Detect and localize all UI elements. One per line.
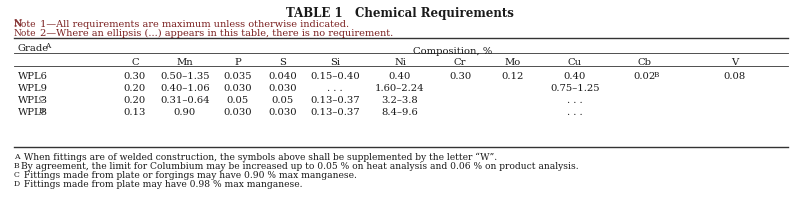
- Text: 0.030: 0.030: [223, 84, 252, 93]
- Text: 0.05: 0.05: [226, 96, 249, 104]
- Text: WPL6: WPL6: [18, 72, 48, 81]
- Text: Mn: Mn: [177, 58, 194, 67]
- Text: Fittings made from plate may have 0.98 % max manganese.: Fittings made from plate may have 0.98 %…: [21, 179, 302, 188]
- Text: 0.08: 0.08: [724, 72, 746, 81]
- Text: 1.60–2.24: 1.60–2.24: [375, 84, 425, 93]
- Text: 3.2–3.8: 3.2–3.8: [382, 96, 418, 104]
- Text: Mo: Mo: [504, 58, 521, 67]
- Text: 1—All requirements are maximum unless otherwise indicated.: 1—All requirements are maximum unless ot…: [37, 20, 349, 29]
- Text: B: B: [14, 161, 20, 169]
- Text: 2—Where an ellipsis (...) appears in this table, there is no requirement.: 2—Where an ellipsis (...) appears in thi…: [37, 29, 394, 38]
- Text: 0.030: 0.030: [223, 107, 252, 116]
- Text: TABLE 1   Chemical Requirements: TABLE 1 Chemical Requirements: [286, 7, 514, 20]
- Text: . . .: . . .: [327, 84, 343, 93]
- Text: . . .: . . .: [567, 107, 583, 116]
- Text: 0.30: 0.30: [124, 72, 146, 81]
- Text: Note: Note: [14, 20, 37, 29]
- Text: 0.90: 0.90: [174, 107, 196, 116]
- Text: Composition, %: Composition, %: [413, 47, 492, 56]
- Text: Cb: Cb: [638, 58, 652, 67]
- Text: 0.31–0.64: 0.31–0.64: [160, 96, 210, 104]
- Text: 0.13–0.37: 0.13–0.37: [310, 96, 360, 104]
- Text: Fittings made from plate or forgings may have 0.90 % max manganese.: Fittings made from plate or forgings may…: [21, 170, 357, 179]
- Text: C: C: [14, 170, 20, 178]
- Text: 8.4–9.6: 8.4–9.6: [382, 107, 418, 116]
- Text: N: N: [14, 19, 22, 28]
- Text: 0.035: 0.035: [223, 72, 252, 81]
- Text: 0.040: 0.040: [268, 72, 297, 81]
- Text: 0.12: 0.12: [502, 72, 524, 81]
- Text: S: S: [279, 58, 286, 67]
- Text: Si: Si: [330, 58, 340, 67]
- Text: C: C: [131, 58, 139, 67]
- Text: 0.05: 0.05: [271, 96, 294, 104]
- Text: 0.13–0.37: 0.13–0.37: [310, 107, 360, 116]
- Text: When fittings are of welded construction, the symbols above shall be supplemente: When fittings are of welded construction…: [21, 152, 497, 162]
- Text: 0.75–1.25: 0.75–1.25: [550, 84, 600, 93]
- Text: WPL3: WPL3: [18, 96, 48, 104]
- Text: A: A: [45, 42, 50, 50]
- Text: 0.40–1.06: 0.40–1.06: [160, 84, 210, 93]
- Text: B: B: [654, 71, 659, 79]
- Text: 0.50–1.35: 0.50–1.35: [160, 72, 210, 81]
- Text: WPL9: WPL9: [18, 84, 48, 93]
- Text: 0.15–0.40: 0.15–0.40: [310, 72, 360, 81]
- Text: D: D: [38, 106, 45, 115]
- Text: 0.030: 0.030: [268, 107, 297, 116]
- Text: Ni: Ni: [394, 58, 406, 67]
- Text: 0.030: 0.030: [268, 84, 297, 93]
- Text: 0.20: 0.20: [124, 96, 146, 104]
- Text: D: D: [14, 179, 20, 187]
- Text: Cr: Cr: [454, 58, 466, 67]
- Text: 0.20: 0.20: [124, 84, 146, 93]
- Text: 0.40: 0.40: [389, 72, 411, 81]
- Text: 0.02: 0.02: [634, 72, 656, 81]
- Text: V: V: [731, 58, 738, 67]
- Text: Cu: Cu: [568, 58, 582, 67]
- Text: 0.40: 0.40: [564, 72, 586, 81]
- Text: By agreement, the limit for Columbium may be increased up to 0.05 % on heat anal: By agreement, the limit for Columbium ma…: [21, 161, 578, 170]
- Text: C: C: [38, 95, 44, 102]
- Text: WPL8: WPL8: [18, 107, 48, 116]
- Text: P: P: [234, 58, 241, 67]
- Text: 0.30: 0.30: [449, 72, 471, 81]
- Text: Note: Note: [14, 29, 37, 38]
- Text: A: A: [14, 152, 20, 160]
- Text: Grade: Grade: [18, 44, 50, 53]
- Text: . . .: . . .: [567, 96, 583, 104]
- Text: 0.13: 0.13: [124, 107, 146, 116]
